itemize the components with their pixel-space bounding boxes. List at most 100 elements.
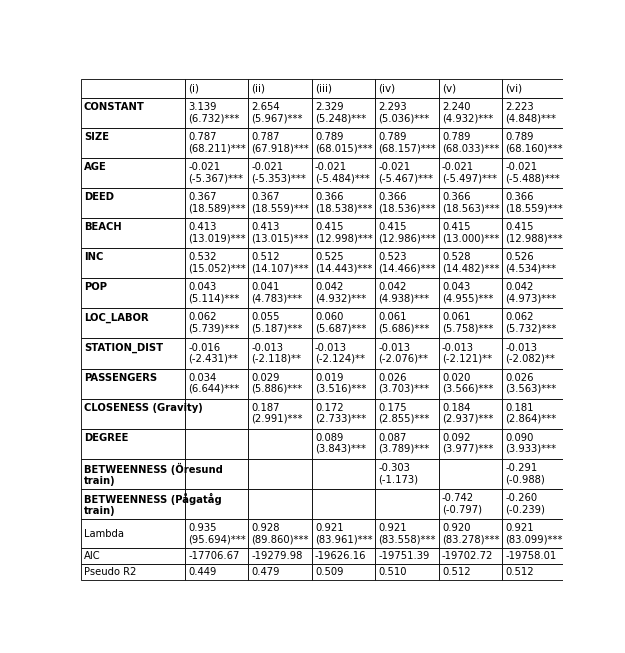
Bar (502, 399, 566, 429)
Bar (312, 218, 375, 248)
Bar (375, 278, 439, 308)
Text: 0.087
(3.789)***: 0.087 (3.789)*** (379, 433, 430, 454)
Bar (312, 519, 375, 548)
Text: 0.413
(13.015)***: 0.413 (13.015)*** (251, 222, 309, 244)
Bar (312, 248, 375, 278)
Text: 0.935
(95.694)***: 0.935 (95.694)*** (188, 523, 246, 544)
Bar (185, 429, 248, 459)
Bar (312, 98, 375, 128)
Bar (248, 80, 312, 98)
Text: 0.789
(68.015)***: 0.789 (68.015)*** (315, 132, 372, 153)
Bar (375, 248, 439, 278)
Bar (502, 308, 566, 338)
Bar (248, 519, 312, 548)
Text: 0.175
(2.855)***: 0.175 (2.855)*** (379, 403, 430, 424)
Text: (ii): (ii) (251, 84, 266, 93)
Bar (248, 338, 312, 368)
Bar (185, 128, 248, 158)
Bar (439, 218, 502, 248)
Bar (502, 564, 566, 580)
Text: 0.366
(18.536)***: 0.366 (18.536)*** (379, 192, 436, 214)
Bar (502, 158, 566, 188)
Text: AGE: AGE (84, 162, 107, 172)
Text: 2.329
(5.248)***: 2.329 (5.248)*** (315, 102, 366, 123)
Text: -0.021
(-5.353)***: -0.021 (-5.353)*** (251, 162, 306, 183)
Text: AIC: AIC (84, 551, 101, 561)
Bar (248, 278, 312, 308)
Text: -0.021
(-5.367)***: -0.021 (-5.367)*** (188, 162, 243, 183)
Bar (81, 459, 185, 489)
Text: 0.060
(5.687)***: 0.060 (5.687)*** (315, 312, 366, 334)
Bar (248, 368, 312, 399)
Text: 0.043
(5.114)***: 0.043 (5.114)*** (188, 282, 239, 304)
Bar (439, 399, 502, 429)
Bar (81, 368, 185, 399)
Text: 0.187
(2.991)***: 0.187 (2.991)*** (251, 403, 303, 424)
Text: Lambda: Lambda (84, 528, 124, 539)
Bar (312, 308, 375, 338)
Text: 2.223
(4.848)***: 2.223 (4.848)*** (506, 102, 556, 123)
Text: -0.013
(-2.118)**: -0.013 (-2.118)** (251, 343, 301, 364)
Text: Pseudo R2: Pseudo R2 (84, 567, 136, 577)
Bar (248, 188, 312, 218)
Text: 0.026
(3.563)***: 0.026 (3.563)*** (506, 373, 557, 394)
Text: 0.029
(5.886)***: 0.029 (5.886)*** (251, 373, 302, 394)
Bar (375, 519, 439, 548)
Text: 0.523
(14.466)***: 0.523 (14.466)*** (379, 252, 436, 274)
Bar (375, 218, 439, 248)
Text: -19758.01: -19758.01 (506, 551, 557, 561)
Text: (vi): (vi) (506, 84, 522, 93)
Text: PASSENGERS: PASSENGERS (84, 373, 157, 383)
Bar (439, 548, 502, 564)
Bar (502, 128, 566, 158)
Text: CLOSENESS (Gravity): CLOSENESS (Gravity) (84, 403, 202, 413)
Bar (375, 80, 439, 98)
Bar (502, 368, 566, 399)
Text: 0.184
(2.937)***: 0.184 (2.937)*** (442, 403, 493, 424)
Bar (81, 338, 185, 368)
Text: -19702.72: -19702.72 (442, 551, 493, 561)
Text: -0.016
(-2.431)**: -0.016 (-2.431)** (188, 343, 238, 364)
Bar (375, 564, 439, 580)
Bar (312, 338, 375, 368)
Text: -0.742
(-0.797): -0.742 (-0.797) (442, 493, 482, 514)
Text: POP: POP (84, 282, 107, 293)
Text: 0.034
(6.644)***: 0.034 (6.644)*** (188, 373, 239, 394)
Text: -19279.98: -19279.98 (251, 551, 303, 561)
Text: 0.019
(3.516)***: 0.019 (3.516)*** (315, 373, 366, 394)
Text: 0.061
(5.686)***: 0.061 (5.686)*** (379, 312, 430, 334)
Bar (248, 128, 312, 158)
Text: 0.366
(18.559)***: 0.366 (18.559)*** (506, 192, 563, 214)
Text: 0.415
(12.988)***: 0.415 (12.988)*** (506, 222, 563, 244)
Text: 3.139
(6.732)***: 3.139 (6.732)*** (188, 102, 239, 123)
Bar (81, 188, 185, 218)
Bar (375, 459, 439, 489)
Text: CONSTANT: CONSTANT (84, 102, 145, 112)
Text: -0.021
(-5.488)***: -0.021 (-5.488)*** (506, 162, 560, 183)
Bar (375, 128, 439, 158)
Text: 0.921
(83.099)***: 0.921 (83.099)*** (506, 523, 563, 544)
Bar (185, 489, 248, 519)
Bar (439, 308, 502, 338)
Text: (iii): (iii) (315, 84, 332, 93)
Bar (312, 128, 375, 158)
Text: 0.061
(5.758)***: 0.061 (5.758)*** (442, 312, 493, 334)
Bar (502, 548, 566, 564)
Bar (502, 278, 566, 308)
Text: 0.921
(83.558)***: 0.921 (83.558)*** (379, 523, 436, 544)
Bar (81, 429, 185, 459)
Text: 2.293
(5.036)***: 2.293 (5.036)*** (379, 102, 430, 123)
Text: 0.789
(68.160)***: 0.789 (68.160)*** (506, 132, 563, 153)
Bar (502, 80, 566, 98)
Bar (312, 188, 375, 218)
Text: 0.787
(68.211)***: 0.787 (68.211)*** (188, 132, 246, 153)
Bar (81, 80, 185, 98)
Text: 0.089
(3.843)***: 0.089 (3.843)*** (315, 433, 366, 454)
Bar (502, 489, 566, 519)
Bar (502, 338, 566, 368)
Text: 0.921
(83.961)***: 0.921 (83.961)*** (315, 523, 372, 544)
Bar (439, 248, 502, 278)
Bar (248, 218, 312, 248)
Text: 0.789
(68.033)***: 0.789 (68.033)*** (442, 132, 499, 153)
Bar (502, 98, 566, 128)
